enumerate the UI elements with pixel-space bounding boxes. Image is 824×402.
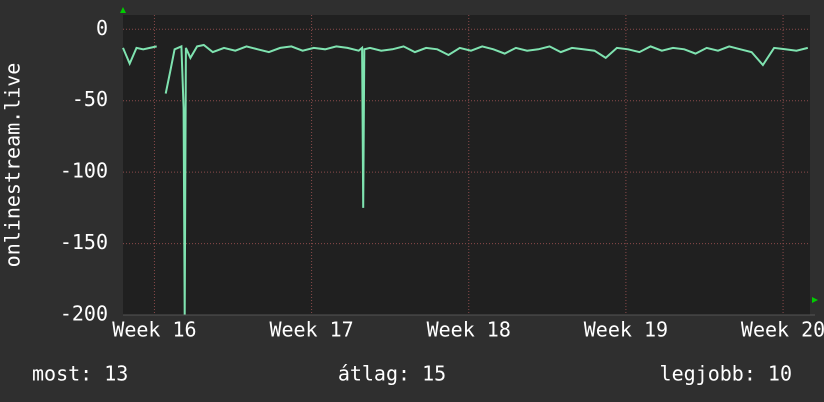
x-tick-label: Week 20 — [741, 318, 824, 342]
x-tick-label: Week 19 — [584, 318, 668, 342]
plot-area — [123, 15, 810, 315]
x-tick-label: Week 16 — [112, 318, 196, 342]
y-tick-label: -50 — [72, 87, 108, 111]
legend-text: most: 13 — [32, 362, 128, 386]
data-line — [122, 43, 809, 316]
y-tick-label: -200 — [60, 302, 108, 326]
legend-text: átlag: 15 — [338, 362, 446, 386]
y-tick-label: -150 — [60, 230, 108, 254]
y-tick-label: -100 — [60, 159, 108, 183]
y-axis-label: onlinestream.live — [1, 63, 25, 268]
x-tick-label: Week 17 — [269, 318, 353, 342]
axis-arrow — [120, 7, 126, 13]
y-tick-label: 0 — [96, 16, 108, 40]
x-tick-label: Week 18 — [427, 318, 511, 342]
legend-text: legjobb: 10 — [660, 362, 792, 386]
axis-arrow — [812, 297, 818, 303]
